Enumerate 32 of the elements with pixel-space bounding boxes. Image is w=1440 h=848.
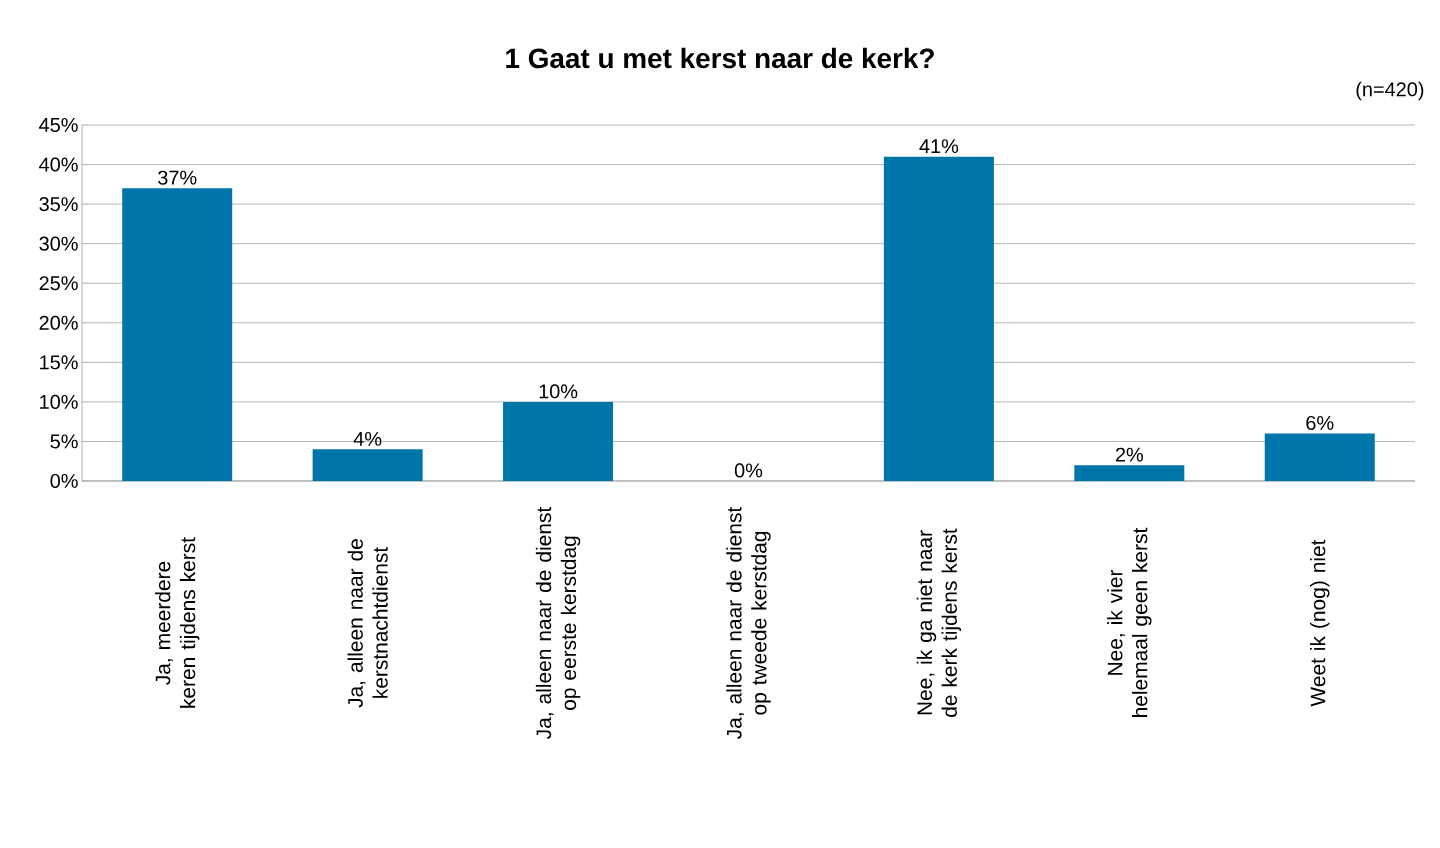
y-tick-label: 0% xyxy=(50,473,78,489)
y-tick-label: 15% xyxy=(40,355,78,370)
y-tick-label: 45% xyxy=(39,117,78,132)
y-tick-label: 10% xyxy=(40,394,78,409)
chart-title: 1 Gaat u met kerst naar de kerk? xyxy=(506,47,934,69)
x-tick-label: Ja, meerdere keren tijdens kerst xyxy=(155,537,200,708)
text: (n=420) xyxy=(1356,81,1424,101)
x-tick-label: Weet ik (nog) niet xyxy=(1310,539,1330,707)
y-tick-label: 35% xyxy=(39,197,78,212)
x-tick-label: Nee, ik vier helemaal geen kerst xyxy=(1107,527,1152,717)
data-label: 41% xyxy=(919,139,959,154)
y-tick-label: 25% xyxy=(39,276,78,291)
x-tick-label: Ja, alleen naar de kerstnachtdienst xyxy=(347,539,388,708)
y-tick-label: 30% xyxy=(39,236,78,251)
x-tick-label: Ja, alleen naar de dienst op tweede kerstdag xyxy=(726,506,771,739)
y-tick-label: 20% xyxy=(39,315,78,330)
bar xyxy=(1264,433,1375,481)
y-tick-label: 40% xyxy=(39,157,78,172)
x-tick-label: Nee, ik ga niet naar de kerk tijdens kerst xyxy=(916,528,962,717)
y-tick-label: 5% xyxy=(50,434,78,449)
data-label: 10% xyxy=(539,384,578,399)
data-label: 37% xyxy=(158,170,197,185)
data-label: 4% xyxy=(353,431,382,446)
data-label: 2% xyxy=(1115,447,1143,462)
data-label: 0% xyxy=(734,463,763,478)
bar xyxy=(1074,465,1185,481)
bar xyxy=(503,401,614,481)
bar xyxy=(883,156,994,481)
x-tick-label: Ja, alleen naar de dienst op eerste kerstdag xyxy=(535,506,581,739)
bar xyxy=(122,188,233,481)
data-label: 6% xyxy=(1306,415,1334,430)
bar xyxy=(312,449,423,481)
